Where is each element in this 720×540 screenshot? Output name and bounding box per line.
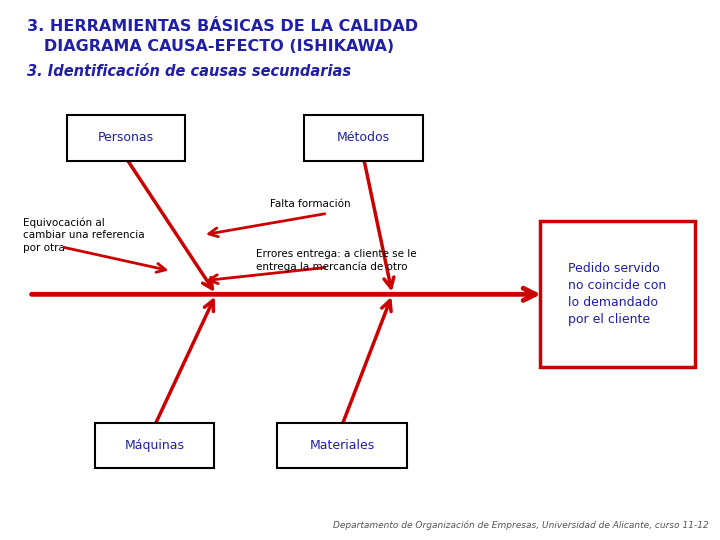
FancyBboxPatch shape — [540, 221, 695, 367]
FancyBboxPatch shape — [66, 115, 186, 160]
Text: Falta formación: Falta formación — [270, 199, 351, 209]
Text: DIAGRAMA CAUSA-EFECTO (ISHIKAWA): DIAGRAMA CAUSA-EFECTO (ISHIKAWA) — [27, 39, 395, 55]
Text: Errores entrega: a cliente se le
entrega la mercancía de otro: Errores entrega: a cliente se le entrega… — [256, 249, 416, 272]
FancyBboxPatch shape — [277, 422, 407, 469]
Text: Departamento de Organización de Empresas, Universidad de Alicante, curso 11-12: Departamento de Organización de Empresas… — [333, 521, 709, 530]
FancyBboxPatch shape — [95, 422, 215, 469]
Text: Máquinas: Máquinas — [125, 439, 185, 452]
Text: Equivocación al
cambiar una referencia
por otra: Equivocación al cambiar una referencia p… — [23, 217, 145, 253]
Text: Pedido servido
no coincide con
lo demandado
por el cliente: Pedido servido no coincide con lo demand… — [568, 262, 667, 326]
Text: Personas: Personas — [98, 131, 154, 144]
Text: 3. HERRAMIENTAS BÁSICAS DE LA CALIDAD: 3. HERRAMIENTAS BÁSICAS DE LA CALIDAD — [27, 19, 418, 34]
Text: Métodos: Métodos — [337, 131, 390, 144]
Text: Materiales: Materiales — [310, 439, 374, 452]
Text: 3. Identificación de causas secundarias: 3. Identificación de causas secundarias — [27, 64, 351, 79]
FancyBboxPatch shape — [304, 115, 423, 160]
